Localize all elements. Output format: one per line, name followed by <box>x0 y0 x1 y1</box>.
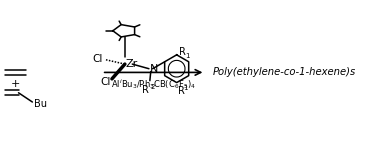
Text: Cl: Cl <box>92 53 103 64</box>
Text: 1: 1 <box>185 53 189 59</box>
Text: +: + <box>11 79 20 89</box>
Text: R: R <box>178 86 184 96</box>
Text: Cl: Cl <box>101 77 111 87</box>
Text: Zr: Zr <box>126 59 138 69</box>
Text: 2: 2 <box>151 84 155 90</box>
Text: N: N <box>150 64 158 74</box>
Text: Al$^i$Bu$_3$/Ph$_3$CB(C$_6$F$_5$)$_4$: Al$^i$Bu$_3$/Ph$_3$CB(C$_6$F$_5$)$_4$ <box>111 77 196 91</box>
Text: Bu: Bu <box>34 99 47 109</box>
Text: 1: 1 <box>183 85 187 91</box>
Text: R: R <box>180 47 186 57</box>
Text: Poly(ethylene-co-1-hexene)s: Poly(ethylene-co-1-hexene)s <box>213 67 356 77</box>
Text: R: R <box>142 85 149 95</box>
